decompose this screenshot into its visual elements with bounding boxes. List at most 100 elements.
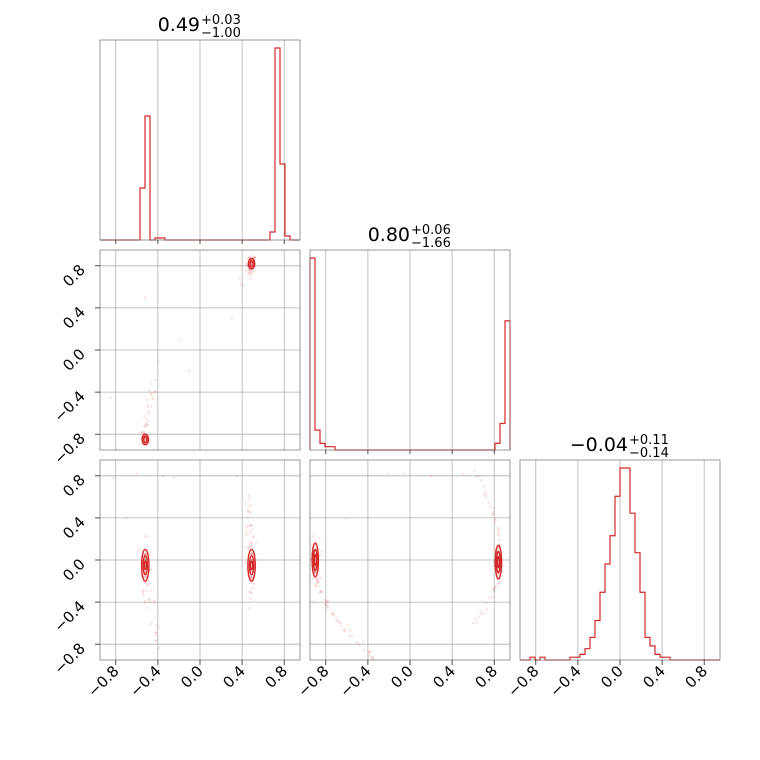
sample-point-r2c1-89	[498, 579, 502, 583]
sample-point-r2c0-52	[143, 575, 146, 579]
sample-point-r1c0-123	[145, 424, 149, 427]
sample-point-r2c1-201	[483, 612, 486, 615]
sample-point-r2c0-137	[249, 551, 253, 555]
sample-point-r2c1-190	[492, 590, 496, 593]
sample-point-r2c1-183	[492, 506, 496, 510]
sample-point-r2c1-158	[344, 629, 347, 633]
sample-point-r2c0-133	[248, 546, 251, 550]
sample-point-r1c0-79	[148, 439, 152, 443]
sample-point-r1c0-144	[247, 270, 251, 274]
sample-point-r2c0-7	[147, 545, 150, 548]
sample-point-r2c0-150	[143, 602, 147, 605]
sample-point-r2c1-168	[340, 624, 344, 628]
sample-point-r1c0-140	[249, 272, 253, 276]
sample-point-r2c0-177	[248, 524, 252, 527]
sample-point-r2c0-119	[246, 547, 250, 551]
sample-point-r1c0-113	[145, 417, 148, 421]
sample-point-r2c1-56	[318, 537, 321, 540]
sample-point-r2c0-72	[251, 575, 254, 578]
sample-point-r2c1-130	[342, 629, 345, 633]
sample-point-r2c0-158	[148, 599, 151, 602]
sample-point-r2c0-15	[136, 549, 140, 552]
contour-r1c0-0-0	[247, 257, 256, 270]
sample-point-r2c1-211	[496, 526, 500, 530]
sample-point-r2c1-133	[363, 648, 366, 652]
sample-point-r2c1-171	[370, 657, 374, 660]
sample-point-r2c1-0	[313, 571, 317, 574]
sample-point-r2c0-123	[250, 591, 253, 595]
sample-point-r1c0-110	[150, 382, 154, 386]
sample-point-r2c1-173	[357, 643, 361, 647]
y-tick-label-r1-3: 0.4	[59, 303, 89, 333]
sample-point-r2c0-144	[154, 638, 158, 642]
sample-point-r1c0-148	[247, 268, 251, 272]
sample-point-r2c0-164	[245, 526, 249, 529]
sample-point-r2c0-140	[156, 626, 160, 629]
sample-point-r2c0-169	[249, 503, 253, 507]
sample-point-r2c0-125	[249, 597, 253, 600]
sample-point-r2c1-141	[318, 590, 322, 594]
sample-point-r2c1-44	[310, 543, 314, 547]
sample-point-r2c1-224	[493, 586, 497, 589]
sample-point-r2c0-90	[250, 576, 254, 580]
sample-point-r2c0-157	[158, 646, 161, 650]
sample-point-r2c0-127	[252, 536, 255, 539]
grid-layer	[100, 40, 705, 660]
sample-point-r2c1-225	[493, 522, 497, 525]
sample-point-r2c0-174	[248, 511, 251, 515]
sample-point-r2c0-36	[149, 589, 153, 592]
sample-point-r1c0-106	[139, 442, 143, 446]
sample-point-r2c0-160	[247, 494, 251, 497]
sample-point-r2c0-185	[235, 474, 239, 478]
sample-point-r2c0-154	[142, 588, 145, 592]
contour-r1c0-1-0	[141, 433, 150, 446]
sample-point-r2c0-29	[141, 593, 145, 596]
sample-point-r2c0-73	[250, 542, 254, 545]
sample-point-r2c1-144	[361, 639, 365, 643]
x-tick-label-c1-0: −0.8	[294, 662, 332, 700]
sample-point-r2c1-235	[473, 469, 476, 473]
sample-point-r1c0-118	[150, 392, 154, 395]
sample-point-r1c0-121	[153, 390, 157, 393]
title-param-0: 0.49	[158, 14, 200, 36]
sample-point-r2c1-185	[484, 601, 488, 605]
sample-point-r2c1-153	[326, 600, 329, 603]
sample-point-r2c1-60	[497, 546, 500, 549]
title-param-2-value: −0.04	[570, 434, 628, 456]
sample-point-r2c0-184	[125, 516, 128, 520]
sample-point-r2c0-168	[250, 510, 253, 514]
sample-point-r2c1-196	[490, 596, 494, 599]
sample-point-r2c0-24	[141, 590, 145, 594]
x-tick-label-c1-4: 0.8	[471, 662, 501, 692]
sample-point-r2c1-188	[483, 493, 486, 497]
sample-point-r2c0-178	[246, 510, 250, 513]
sample-point-r1c0-48	[251, 270, 255, 274]
sample-point-r2c0-149	[148, 601, 152, 605]
sample-point-r2c0-54	[144, 575, 148, 579]
title-param-1: 0.80	[368, 224, 410, 246]
tick-layer: −0.8 −0.4 0.0 0.4 0.8 −0.8 −0.4 0.0 0.4 0.8 −0.8 −0…	[50, 240, 711, 701]
sample-point-r2c0-172	[250, 524, 254, 527]
sample-point-r2c0-10	[144, 575, 147, 579]
sample-point-r2c0-103	[247, 545, 250, 549]
sample-point-r1c0-155	[230, 317, 233, 320]
sample-point-r2c1-165	[335, 615, 338, 618]
title-param-0-value: 0.49	[158, 14, 200, 36]
sample-point-r2c0-85	[250, 552, 254, 555]
sample-point-r1c0-116	[151, 396, 154, 400]
sample-point-r2c1-128	[324, 603, 327, 607]
sample-point-r1c0-127	[139, 431, 143, 434]
sample-point-r2c0-152	[153, 601, 156, 605]
title-param-2: −0.04	[570, 434, 628, 456]
sample-point-r2c1-206	[497, 581, 501, 585]
sample-point-r2c1-208	[474, 617, 477, 621]
sample-point-r2c0-70	[249, 575, 253, 578]
sample-point-r2c0-159	[154, 640, 157, 643]
sample-point-r2c1-184	[494, 584, 497, 588]
sample-point-r1c0-18	[249, 273, 253, 277]
sample-point-r1c0-152	[156, 359, 160, 362]
sample-point-r2c0-40	[143, 535, 147, 539]
y-tick-label-r2-3: 0.4	[59, 513, 89, 543]
sample-point-r2c0-17	[145, 590, 149, 593]
contour-r2c0-0-2	[143, 560, 148, 571]
